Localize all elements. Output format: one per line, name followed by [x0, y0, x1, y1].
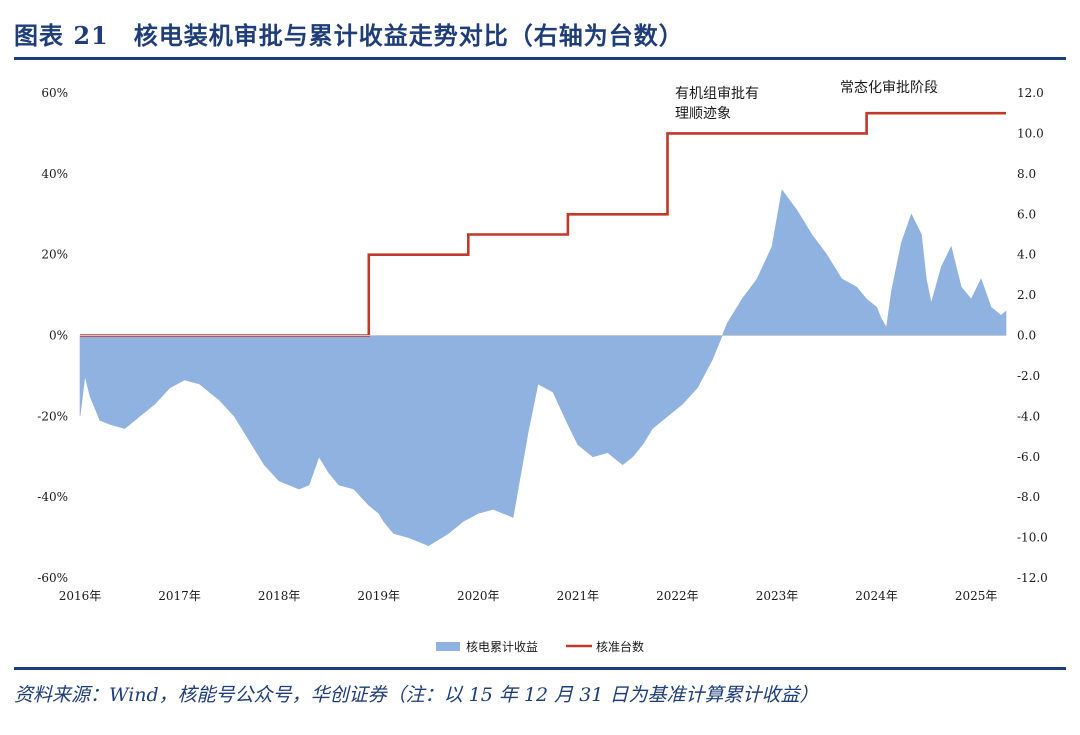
- y-right-tick-label: 4.0: [1017, 248, 1036, 262]
- x-tick-label: 2017年: [158, 589, 201, 603]
- line-layer: [80, 111, 1006, 337]
- legend-label-approvals: 核准台数: [596, 639, 644, 654]
- y-left-axis: -60% -40% -20% 0% 20% 40% 60%: [37, 86, 68, 585]
- x-tick-label: 2024年: [855, 589, 898, 603]
- y-right-axis: -12.0 -10.0 -8.0 -6.0 -4.0 -2.0 0.0 2.0 4.0 6.0 8.…: [1017, 86, 1048, 585]
- y-left-tick-label: 40%: [41, 167, 68, 181]
- area-layer: [79, 189, 1007, 547]
- x-tick-label: 2025年: [955, 589, 998, 603]
- y-right-tick-label: -6.0: [1017, 450, 1040, 464]
- x-tick-label: 2023年: [756, 589, 799, 603]
- y-right-tick-label: -12.0: [1017, 571, 1048, 585]
- y-right-tick-label: 2.0: [1017, 288, 1036, 302]
- legend-swatch-cumulative-return: [436, 642, 460, 651]
- footer-rule: [14, 667, 1066, 670]
- x-tick-label: 2022年: [656, 589, 699, 603]
- annotation-text: 有机组审批有: [675, 86, 759, 102]
- legend: 核电累计收益 核准台数: [436, 639, 644, 654]
- y-left-tick-label: 20%: [41, 248, 68, 262]
- legend-label-cumulative-return: 核电累计收益: [466, 640, 538, 654]
- annotation-text: 常态化审批阶段: [840, 80, 938, 96]
- y-right-tick-label: -2.0: [1017, 369, 1040, 383]
- y-right-tick-label: 10.0: [1017, 126, 1044, 140]
- y-left-tick-label: -40%: [37, 490, 68, 504]
- x-tick-label: 2016年: [59, 589, 102, 603]
- y-left-tick-label: -60%: [37, 571, 68, 585]
- y-right-tick-label: 12.0: [1017, 86, 1044, 100]
- source-note: 资料来源：Wind，核能号公众号，华创证券（注：以 15 年 12 月 31 日…: [14, 684, 819, 706]
- title-rule: [14, 57, 1066, 60]
- x-tick-label: 2021年: [557, 589, 600, 603]
- chart-svg: -60% -40% -20% 0% 20% 40% 60% -12.0 -10.0 -8.0 -6…: [37, 80, 1048, 654]
- chart-title: 图表 21 核电装机审批与累计收益走势对比（右轴为台数）: [14, 21, 684, 50]
- y-right-tick-label: -4.0: [1017, 409, 1040, 423]
- annotation-text: 理顺迹象: [675, 106, 731, 122]
- y-right-tick-label: -10.0: [1017, 531, 1048, 545]
- x-tick-label: 2018年: [258, 589, 301, 603]
- y-right-tick-label: 6.0: [1017, 207, 1036, 221]
- y-right-tick-label: 0.0: [1017, 329, 1036, 343]
- y-right-tick-label: -8.0: [1017, 490, 1040, 504]
- y-left-tick-label: -20%: [37, 409, 68, 423]
- y-left-tick-label: 0%: [49, 329, 68, 343]
- area-series-cumulative-return: [79, 189, 1007, 547]
- x-tick-label: 2019年: [357, 589, 400, 603]
- x-tick-label: 2020年: [457, 589, 500, 603]
- x-axis: 2016年 2017年 2018年 2019年 2020年 2021年 2022年 2023年…: [59, 589, 998, 603]
- line-series-approvals: [80, 111, 1006, 337]
- y-left-tick-label: 60%: [41, 86, 68, 100]
- y-right-tick-label: 8.0: [1017, 167, 1036, 181]
